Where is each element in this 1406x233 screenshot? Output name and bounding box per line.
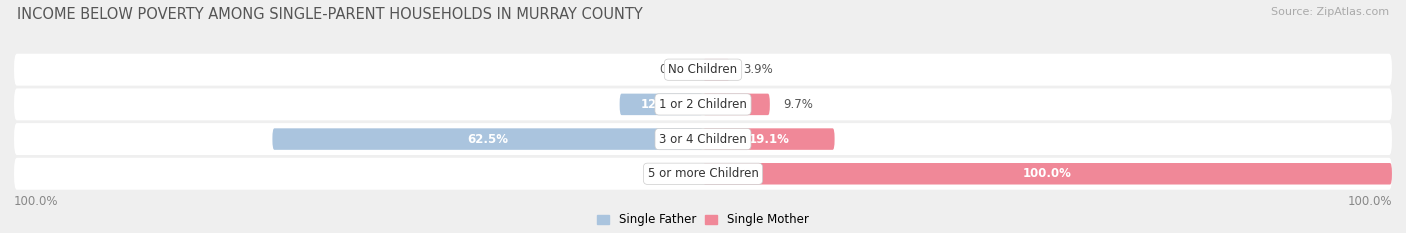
FancyBboxPatch shape xyxy=(620,94,703,115)
FancyBboxPatch shape xyxy=(14,54,1392,86)
Text: 0.0%: 0.0% xyxy=(659,63,689,76)
FancyBboxPatch shape xyxy=(14,123,1392,155)
FancyBboxPatch shape xyxy=(703,59,730,80)
Text: 0.0%: 0.0% xyxy=(659,167,689,180)
Text: 3 or 4 Children: 3 or 4 Children xyxy=(659,133,747,146)
Text: 12.1%: 12.1% xyxy=(641,98,682,111)
Text: 9.7%: 9.7% xyxy=(783,98,814,111)
FancyBboxPatch shape xyxy=(273,128,703,150)
Text: Source: ZipAtlas.com: Source: ZipAtlas.com xyxy=(1271,7,1389,17)
FancyBboxPatch shape xyxy=(14,89,1392,120)
FancyBboxPatch shape xyxy=(14,158,1392,190)
Text: 62.5%: 62.5% xyxy=(467,133,508,146)
Text: 1 or 2 Children: 1 or 2 Children xyxy=(659,98,747,111)
FancyBboxPatch shape xyxy=(703,128,835,150)
Text: 100.0%: 100.0% xyxy=(14,195,59,208)
Text: 100.0%: 100.0% xyxy=(1347,195,1392,208)
Text: 100.0%: 100.0% xyxy=(1024,167,1071,180)
Text: 19.1%: 19.1% xyxy=(748,133,789,146)
Text: INCOME BELOW POVERTY AMONG SINGLE-PARENT HOUSEHOLDS IN MURRAY COUNTY: INCOME BELOW POVERTY AMONG SINGLE-PARENT… xyxy=(17,7,643,22)
Text: 3.9%: 3.9% xyxy=(744,63,773,76)
FancyBboxPatch shape xyxy=(703,163,1392,185)
FancyBboxPatch shape xyxy=(703,94,770,115)
Text: No Children: No Children xyxy=(668,63,738,76)
Text: 5 or more Children: 5 or more Children xyxy=(648,167,758,180)
Legend: Single Father, Single Mother: Single Father, Single Mother xyxy=(598,213,808,226)
